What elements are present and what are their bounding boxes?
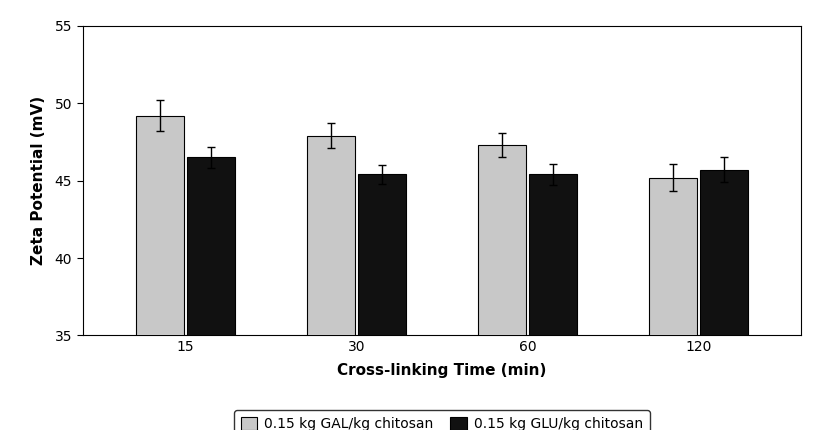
X-axis label: Cross-linking Time (min): Cross-linking Time (min)	[337, 362, 547, 378]
Y-axis label: Zeta Potential (mV): Zeta Potential (mV)	[31, 96, 46, 265]
Bar	[529, 175, 577, 430]
Bar	[477, 145, 525, 430]
Bar	[649, 178, 697, 430]
Bar	[135, 116, 183, 430]
Bar	[700, 170, 748, 430]
Bar	[187, 157, 235, 430]
Bar	[306, 136, 354, 430]
Bar	[358, 175, 406, 430]
Legend: 0.15 kg GAL/kg chitosan, 0.15 kg GLU/kg chitosan: 0.15 kg GAL/kg chitosan, 0.15 kg GLU/kg …	[234, 411, 650, 430]
